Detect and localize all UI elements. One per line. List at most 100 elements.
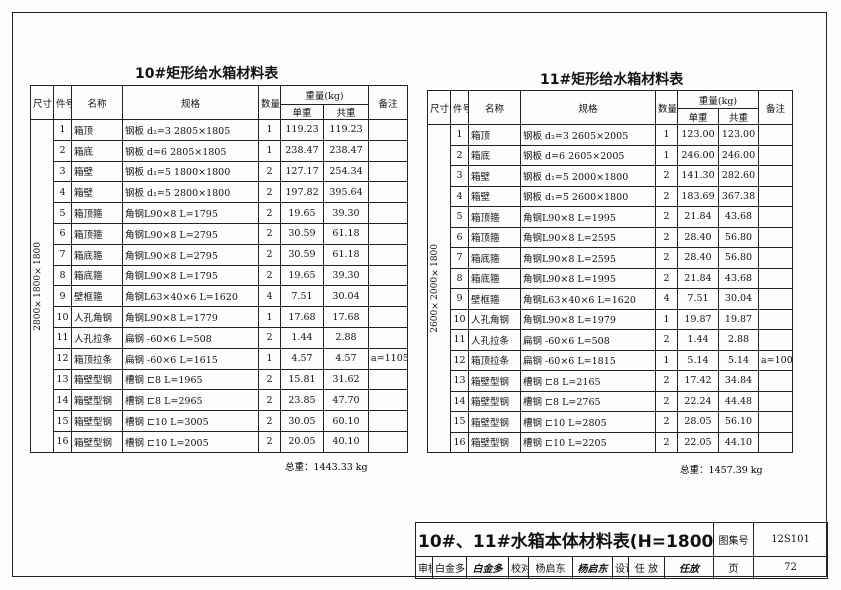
- table-cell: 6: [450, 226, 469, 248]
- table-cell: 6: [53, 222, 72, 245]
- header-cell: 数量: [655, 90, 678, 125]
- table-cell: 21.84: [677, 206, 719, 228]
- table-cell: 16: [450, 431, 469, 453]
- table-cell: 2: [258, 410, 281, 432]
- table-cell: 19.65: [280, 202, 324, 224]
- table-title: 10#矩形给水箱材料表: [135, 66, 279, 82]
- table-cell: 2: [655, 165, 678, 187]
- table-cell: 2: [450, 144, 469, 166]
- table-cell: 30.59: [280, 222, 324, 245]
- table-cell: 箱顶: [468, 124, 521, 146]
- table-cell: 箱底箍: [468, 247, 521, 269]
- table-cell: 钢板 d=6 2605×2005: [520, 144, 656, 166]
- table-cell: 钢板 d₂=3 2805×1805: [122, 119, 259, 141]
- table-cell: 20.05: [280, 430, 324, 453]
- table-cell: 角钢L90×8 L=2595: [520, 226, 656, 248]
- table-cell: 箱底箍: [71, 243, 123, 266]
- table-cell: 28.40: [677, 247, 719, 269]
- table-cell: [758, 308, 794, 330]
- table-cell: 1: [655, 144, 678, 166]
- header-cell: 名称: [71, 85, 123, 120]
- table-cell: 4.57: [322, 347, 370, 370]
- drawing-title: 10#、11#水箱本体材料表(H=1800): [414, 522, 715, 557]
- table-cell: 箱壁: [468, 165, 521, 187]
- table-cell: 角钢L90×8 L=1779: [122, 306, 259, 328]
- table-cell: 箱顶拉条: [468, 349, 521, 371]
- table-cell: 角钢L63×40×6 L=1620: [520, 288, 656, 310]
- table-cell: 2: [655, 431, 678, 453]
- header-cell: 共重: [322, 104, 370, 120]
- table-cell: 367.38: [717, 185, 760, 207]
- table-cell: 30.04: [717, 288, 760, 310]
- table-cell: 钢板 d₁=5 2600×1800: [520, 185, 656, 207]
- table-cell: [368, 285, 409, 308]
- atlas-number: 12S101: [753, 522, 829, 557]
- table-cell: 箱底: [71, 139, 123, 162]
- table-cell: 23.85: [280, 389, 324, 412]
- table-cell: [758, 165, 794, 187]
- header-cell: 重量(kg): [676, 90, 760, 109]
- table-cell: 11: [53, 326, 72, 349]
- table-cell: 箱壁: [71, 181, 123, 204]
- table-cell: 槽钢 ⊏8 L=1965: [122, 368, 259, 391]
- table-cell: 19.87: [717, 308, 760, 330]
- table-cell: 8: [450, 267, 469, 289]
- table-cell: 箱顶箍: [468, 226, 521, 248]
- table-cell: 22.24: [677, 390, 719, 412]
- table-cell: [758, 124, 794, 146]
- table-cell: 7: [450, 247, 469, 269]
- table-cell: 141.30: [677, 165, 719, 187]
- table-cell: 箱壁型钢: [71, 389, 123, 412]
- table-cell: 2: [655, 267, 678, 289]
- table-cell: 角钢L90×8 L=1795: [122, 264, 259, 287]
- table-cell: 箱底箍: [71, 264, 123, 287]
- table-cell: 56.80: [717, 247, 760, 269]
- material-table: 尺寸件号名称规格数量重量(kg)备注单重共重2600×2000×18001箱顶钢…: [427, 90, 794, 453]
- header-cell: 名称: [468, 90, 521, 125]
- table-cell: 槽钢 ⊏10 L=2005: [122, 430, 259, 453]
- table-cell: [368, 139, 409, 162]
- table-cell: 30.59: [280, 243, 324, 266]
- table-cell: 2: [655, 390, 678, 412]
- table-cell: 2: [258, 181, 281, 204]
- table-cell: 箱顶: [71, 119, 123, 141]
- table-cell: 人孔角钢: [71, 306, 123, 328]
- header-cell: 单重: [677, 108, 719, 125]
- header-cell: 尺寸: [427, 90, 451, 125]
- table-cell: 31.62: [322, 368, 370, 391]
- table-cell: 箱壁: [468, 185, 521, 207]
- table-cell: 47.70: [322, 389, 370, 412]
- table-cell: [758, 288, 794, 310]
- table-cell: 箱顶箍: [71, 202, 123, 224]
- table-cell: 4: [450, 185, 469, 207]
- table-cell: 箱壁型钢: [71, 430, 123, 453]
- table-cell: 1: [53, 119, 72, 141]
- name: 杨启东: [528, 556, 573, 579]
- table-cell: [758, 206, 794, 228]
- table-cell: [758, 411, 794, 433]
- table-cell: 21.84: [677, 267, 719, 289]
- name: 任 放: [628, 556, 665, 579]
- table-cell: [368, 202, 409, 224]
- table-cell: 246.00: [677, 144, 719, 166]
- table-cell: 7: [53, 243, 72, 266]
- table-cell: 角钢L90×8 L=1795: [122, 202, 259, 224]
- table-cell: 1: [258, 139, 281, 162]
- table-cell: 30.05: [280, 410, 324, 432]
- header-cell: 重量(kg): [279, 85, 370, 105]
- table-cell: 箱壁型钢: [468, 390, 521, 412]
- table-cell: 箱壁型钢: [71, 410, 123, 432]
- table-cell: 254.34: [322, 160, 370, 183]
- table-cell: 2: [258, 326, 281, 349]
- table-cell: 2: [655, 185, 678, 207]
- table-cell: 扁钢 -60×6 L=1615: [122, 347, 259, 370]
- table-cell: 箱壁型钢: [468, 370, 521, 392]
- table-cell: 箱底: [468, 144, 521, 166]
- table-cell: 56.10: [717, 411, 760, 433]
- table-cell: 56.80: [717, 226, 760, 248]
- table-cell: 282.60: [717, 165, 760, 187]
- table-cell: 1: [655, 349, 678, 371]
- table-cell: 壁框箍: [468, 288, 521, 310]
- table-cell: 16: [53, 430, 72, 453]
